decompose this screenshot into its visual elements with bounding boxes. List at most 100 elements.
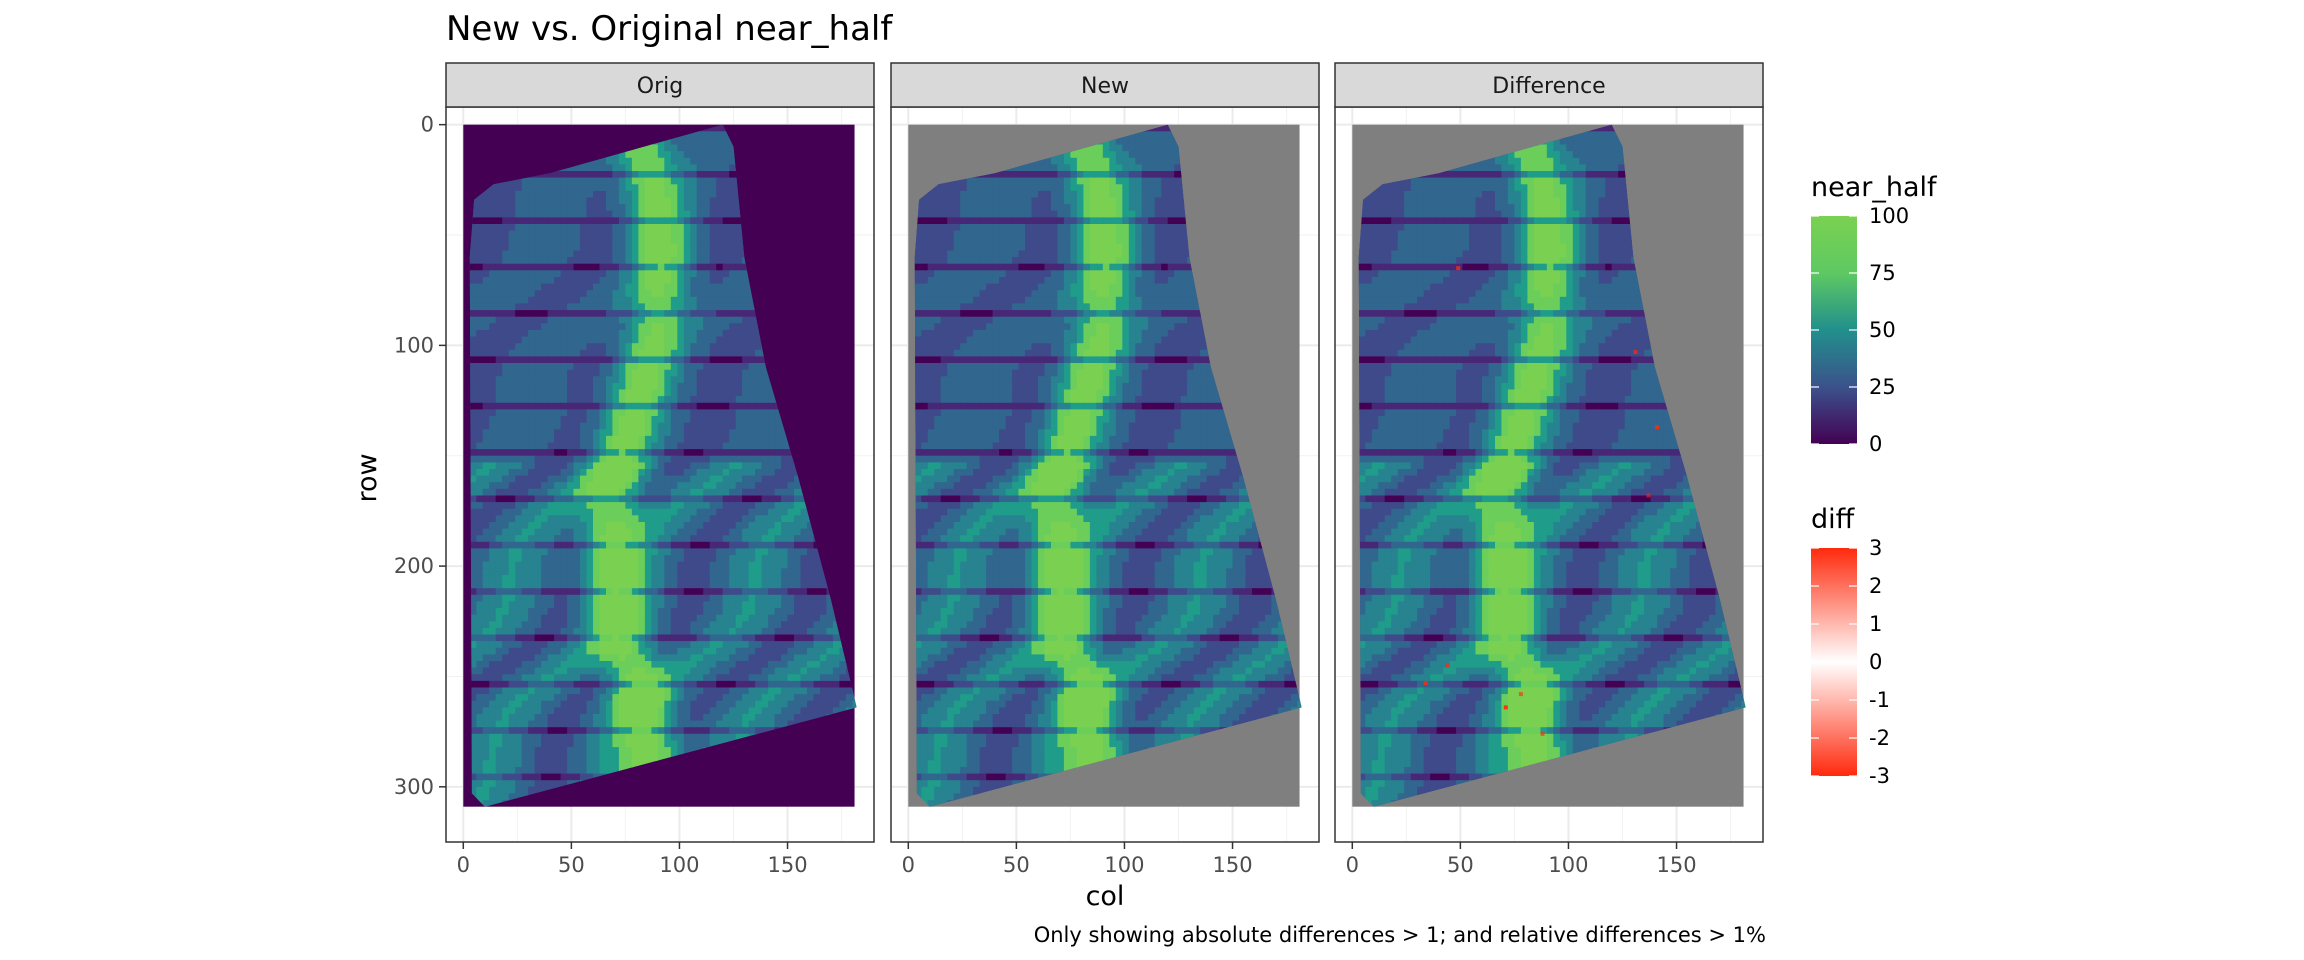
- heat-cell: [618, 508, 626, 516]
- heat-cell: [657, 243, 665, 251]
- heat-cell: [560, 382, 568, 391]
- heat-cell: [547, 442, 555, 450]
- heat-cell: [644, 369, 652, 377]
- heat-cell: [735, 469, 743, 477]
- heat-cell: [508, 224, 516, 232]
- heat-cell: [631, 151, 639, 159]
- heat-cell: [631, 555, 639, 563]
- heat-cell: [742, 594, 750, 602]
- heat-cell: [722, 488, 730, 496]
- heat-cell: [618, 641, 626, 649]
- heat-cell: [644, 555, 652, 563]
- heat-cell: [567, 316, 575, 324]
- heat-cell: [515, 515, 523, 523]
- heat-cell: [709, 462, 717, 470]
- heat-cell: [528, 303, 536, 311]
- heat-cell: [709, 310, 717, 318]
- heat-cell: [606, 522, 614, 530]
- heat-cell: [534, 548, 542, 556]
- heat-cell: [580, 204, 588, 212]
- heat-cell: [599, 329, 607, 338]
- heat-cell: [729, 283, 737, 291]
- heat-cell: [495, 555, 503, 563]
- heat-cell: [755, 455, 763, 463]
- heat-cell: [716, 323, 724, 331]
- heat-cell: [567, 197, 575, 205]
- heat-cell: [644, 641, 652, 649]
- heat-cell: [606, 568, 614, 576]
- heat-cell: [625, 416, 633, 424]
- heat-cell: [547, 277, 555, 285]
- heat-cell: [482, 250, 490, 258]
- heat-cell: [644, 303, 652, 311]
- heat-cell: [489, 210, 497, 218]
- heat-cell: [742, 449, 750, 457]
- heat-cell: [618, 376, 626, 384]
- heat-cell: [502, 581, 510, 589]
- heat-cell: [482, 568, 490, 576]
- heat-cell: [651, 416, 659, 424]
- heat-cell: [761, 442, 769, 450]
- heat-cell: [657, 548, 665, 556]
- heat-cell: [515, 402, 523, 410]
- heat-cell: [690, 488, 698, 496]
- heat-cell: [606, 237, 614, 245]
- heat-cell: [534, 230, 542, 238]
- heat-cell: [670, 416, 678, 424]
- heat-cell: [560, 422, 568, 430]
- heat-cell: [638, 455, 646, 463]
- heat-cell: [521, 528, 529, 536]
- heat-cell: [709, 588, 717, 596]
- heat-cell: [716, 217, 724, 225]
- heat-cell: [528, 349, 536, 357]
- heat-cell: [482, 429, 490, 437]
- heat-cell: [599, 574, 607, 583]
- heat-cell: [534, 197, 542, 205]
- heat-cell: [612, 614, 620, 622]
- heat-cell: [560, 442, 568, 450]
- heat-cell: [807, 634, 815, 642]
- heat-cell: [625, 336, 633, 344]
- heat-cell: [482, 449, 490, 457]
- heat-cell: [657, 621, 665, 629]
- heat-cell: [515, 376, 523, 384]
- heat-cell: [482, 535, 490, 543]
- heat-cell: [651, 376, 659, 384]
- heat-cell: [631, 594, 639, 602]
- heat-cell: [489, 416, 497, 424]
- heat-cell: [618, 627, 626, 636]
- heat-cell: [690, 634, 698, 642]
- heat-cell: [534, 290, 542, 298]
- heat-cell: [612, 171, 620, 179]
- heat-cell: [657, 204, 665, 212]
- heat-cell: [625, 661, 633, 669]
- heat-cell: [722, 310, 730, 318]
- heat-cell: [528, 488, 536, 496]
- heat-cell: [554, 177, 562, 185]
- heat-cell: [534, 515, 542, 523]
- heat-cell: [683, 290, 691, 298]
- heat-cell: [657, 290, 665, 298]
- heat-cell: [729, 270, 737, 278]
- heat-cell: [807, 568, 815, 576]
- heat-cell: [651, 389, 659, 397]
- heat-cell: [508, 634, 516, 642]
- heat-cell: [547, 634, 555, 642]
- heat-cell: [593, 171, 601, 179]
- heat-cell: [651, 243, 659, 251]
- heat-cell: [573, 171, 581, 179]
- heat-cell: [495, 429, 503, 437]
- heat-cell: [469, 389, 477, 397]
- heat-cell: [664, 323, 672, 331]
- heat-cell: [722, 435, 730, 444]
- heat-cell: [541, 561, 549, 569]
- heat-cell: [528, 376, 536, 384]
- heat-cell: [729, 382, 737, 391]
- heat-cell: [625, 310, 633, 318]
- heat-cell: [651, 541, 659, 549]
- heat-cell: [696, 508, 704, 516]
- heat-cell: [696, 568, 704, 576]
- heat-cell: [735, 641, 743, 649]
- heat-cell: [580, 661, 588, 669]
- heat-cell: [761, 515, 769, 523]
